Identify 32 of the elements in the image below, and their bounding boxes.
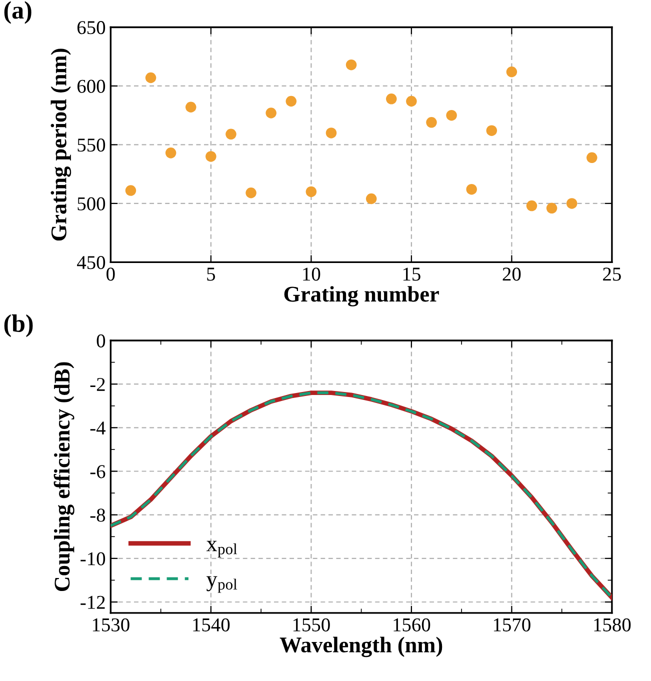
y-tick-label: -6 xyxy=(90,465,106,478)
x-tick-label: 25 xyxy=(603,268,621,281)
x-axis-title: Grating number xyxy=(284,286,439,306)
y-tick-label: -2 xyxy=(90,378,105,391)
x-tick-label: 1530 xyxy=(92,618,130,632)
y-tick-label: 600 xyxy=(77,80,106,93)
y-tick-label: 450 xyxy=(77,256,106,270)
y-axis-title: Grating period (nm) xyxy=(50,48,72,241)
x-tick-label: 1580 xyxy=(594,618,631,632)
legend-label: x$_{pol}$ xyxy=(206,540,238,558)
y-tick-label: -10 xyxy=(80,552,106,566)
legend-label: y$_{pol}$ xyxy=(206,576,238,593)
x-axis-title: Wavelength (nm) xyxy=(280,636,442,658)
y-tick-label: -12 xyxy=(80,596,105,609)
x-tick-label: 1560 xyxy=(394,618,430,632)
x-tick-label: 5 xyxy=(207,268,216,281)
text: (a) xyxy=(4,1,32,24)
x-tick-label: 20 xyxy=(502,268,521,281)
y-tick-label: 0 xyxy=(96,334,106,348)
y-tick-label: -8 xyxy=(90,508,106,522)
x-tick-label: 1550 xyxy=(293,618,330,632)
y-axis-title: Coupling efficiency (dB) xyxy=(54,362,74,592)
y-tick-label: -4 xyxy=(90,422,106,434)
text: (b) xyxy=(4,314,33,338)
x-tick-label: 0 xyxy=(106,268,115,281)
y-tick-label: 650 xyxy=(77,21,106,34)
x-tick-label: 1540 xyxy=(193,618,230,632)
x-tick-label: 1570 xyxy=(494,618,530,632)
y-tick-label: 550 xyxy=(78,138,106,152)
y-tick-label: 500 xyxy=(78,197,106,210)
x-tick-label: 15 xyxy=(403,268,420,281)
x-tick-label: 10 xyxy=(303,268,320,281)
